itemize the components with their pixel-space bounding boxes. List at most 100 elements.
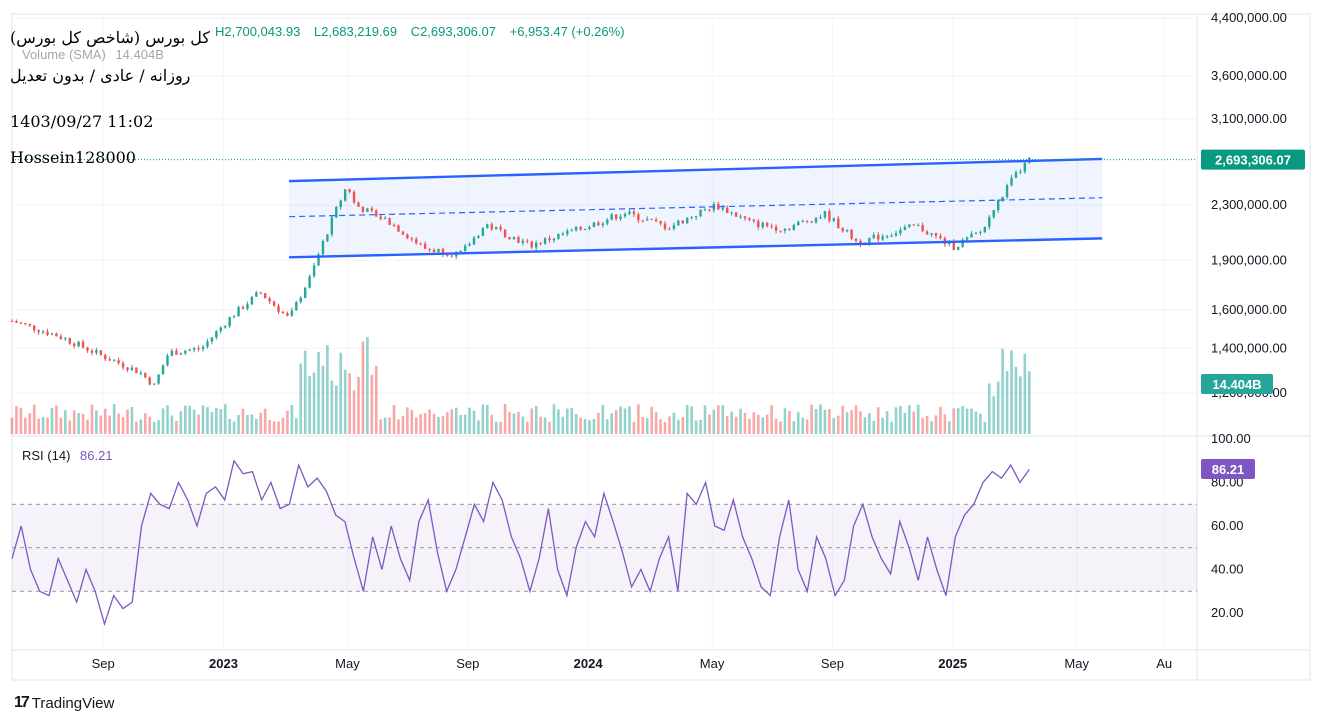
volume-bar xyxy=(303,350,307,434)
candle-body xyxy=(472,237,476,245)
volume-bar xyxy=(823,409,827,434)
volume-bar xyxy=(672,412,676,434)
candle-body xyxy=(654,219,658,221)
rsi-legend[interactable]: RSI (14) 86.21 xyxy=(22,448,113,463)
candle-body xyxy=(419,243,422,245)
volume-bar xyxy=(570,407,574,434)
candle-body xyxy=(210,337,214,342)
candle-body xyxy=(277,305,280,312)
candle-body xyxy=(392,224,396,226)
volume-bar xyxy=(939,406,942,434)
volume-bar xyxy=(326,345,329,434)
channel-lower-line xyxy=(289,237,1103,259)
volume-bar xyxy=(64,410,67,434)
candle-body xyxy=(521,240,525,243)
time-tick-label: 2024 xyxy=(574,656,604,671)
volume-bar xyxy=(668,416,671,434)
candle-body xyxy=(450,255,453,257)
volume-bar xyxy=(597,412,600,434)
candle-body xyxy=(721,207,724,210)
candle-body xyxy=(952,241,955,250)
candle-body xyxy=(299,297,302,302)
volume-bar xyxy=(277,421,280,434)
volume-bar xyxy=(201,405,205,434)
volume-bar xyxy=(543,417,547,434)
volume-badge-label: 14.404B xyxy=(1212,377,1261,392)
candle-body xyxy=(215,331,218,338)
volume-bar xyxy=(361,341,365,434)
candle-body xyxy=(463,245,467,251)
candle-body xyxy=(1001,196,1004,200)
candle-body xyxy=(637,214,640,221)
candle-body xyxy=(90,350,94,353)
volume-bar xyxy=(819,404,822,434)
ohlc-close: C2,693,306.07 xyxy=(410,24,496,39)
candle-body xyxy=(224,326,227,328)
candle-body xyxy=(668,228,671,230)
volume-bar xyxy=(521,416,525,434)
volume-bar xyxy=(681,417,685,434)
volume-bar xyxy=(410,409,414,434)
candle-body xyxy=(912,224,915,226)
channel-fill xyxy=(289,158,1103,258)
price-tick-label: 1,900,000.00 xyxy=(1211,252,1287,267)
candle-body xyxy=(144,372,147,378)
candle-body xyxy=(130,367,134,371)
candle-body xyxy=(988,217,991,227)
volume-bar xyxy=(148,416,152,434)
volume-legend[interactable]: Volume (SMA) 14.404B xyxy=(22,47,164,62)
tradingview-logo[interactable]: 17 TradingView xyxy=(14,694,114,712)
candle-body xyxy=(268,298,271,302)
candle-body xyxy=(570,230,573,232)
candle-body xyxy=(845,229,849,232)
candle-body xyxy=(530,241,533,248)
volume-bar xyxy=(841,405,845,434)
volume-bar xyxy=(1027,371,1031,434)
candle-body xyxy=(361,206,365,212)
volume-bar xyxy=(1001,348,1004,434)
volume-bar xyxy=(645,418,649,434)
candle-body xyxy=(104,354,107,360)
volume-bar xyxy=(836,415,840,434)
candle-body xyxy=(854,238,858,241)
candle-body xyxy=(1019,171,1022,173)
volume-bar xyxy=(1019,376,1022,434)
candle-body xyxy=(441,248,445,256)
candle-body xyxy=(135,367,138,373)
volume-bar xyxy=(685,404,689,434)
candle-body xyxy=(694,216,698,218)
candle-body xyxy=(197,348,200,350)
ohlc-change: +6,953.47 (+0.26%) xyxy=(509,24,625,39)
volume-bar xyxy=(623,408,627,434)
volume-bar xyxy=(561,416,565,434)
candle-body xyxy=(157,374,160,384)
rsi-tick-label: 100.00 xyxy=(1211,431,1251,446)
volume-bar xyxy=(223,404,227,434)
candle-body xyxy=(961,239,964,247)
candle-body xyxy=(699,209,702,217)
candle-body xyxy=(890,235,893,237)
candle-body xyxy=(246,304,249,309)
volume-bar xyxy=(481,404,485,434)
volume-bar xyxy=(721,405,725,434)
candle-body xyxy=(574,226,578,231)
candle-body xyxy=(397,225,400,232)
volume-bar xyxy=(366,337,369,434)
volume-bar xyxy=(796,412,800,434)
volume-bar xyxy=(130,407,134,434)
candle-body xyxy=(295,301,298,311)
candle-body xyxy=(33,325,36,331)
volume-bar xyxy=(179,411,183,434)
candle-body xyxy=(881,236,884,240)
volume-bar xyxy=(876,407,880,434)
candle-body xyxy=(388,218,391,225)
volume-bar xyxy=(268,420,271,434)
candle-body xyxy=(503,229,507,238)
candle-body xyxy=(623,214,627,217)
time-tick-label: Sep xyxy=(92,656,115,671)
volume-bar xyxy=(241,408,245,434)
volume-bar xyxy=(774,418,778,434)
candle-body xyxy=(330,217,334,235)
candle-body xyxy=(650,219,653,221)
volume-bar xyxy=(650,406,653,434)
